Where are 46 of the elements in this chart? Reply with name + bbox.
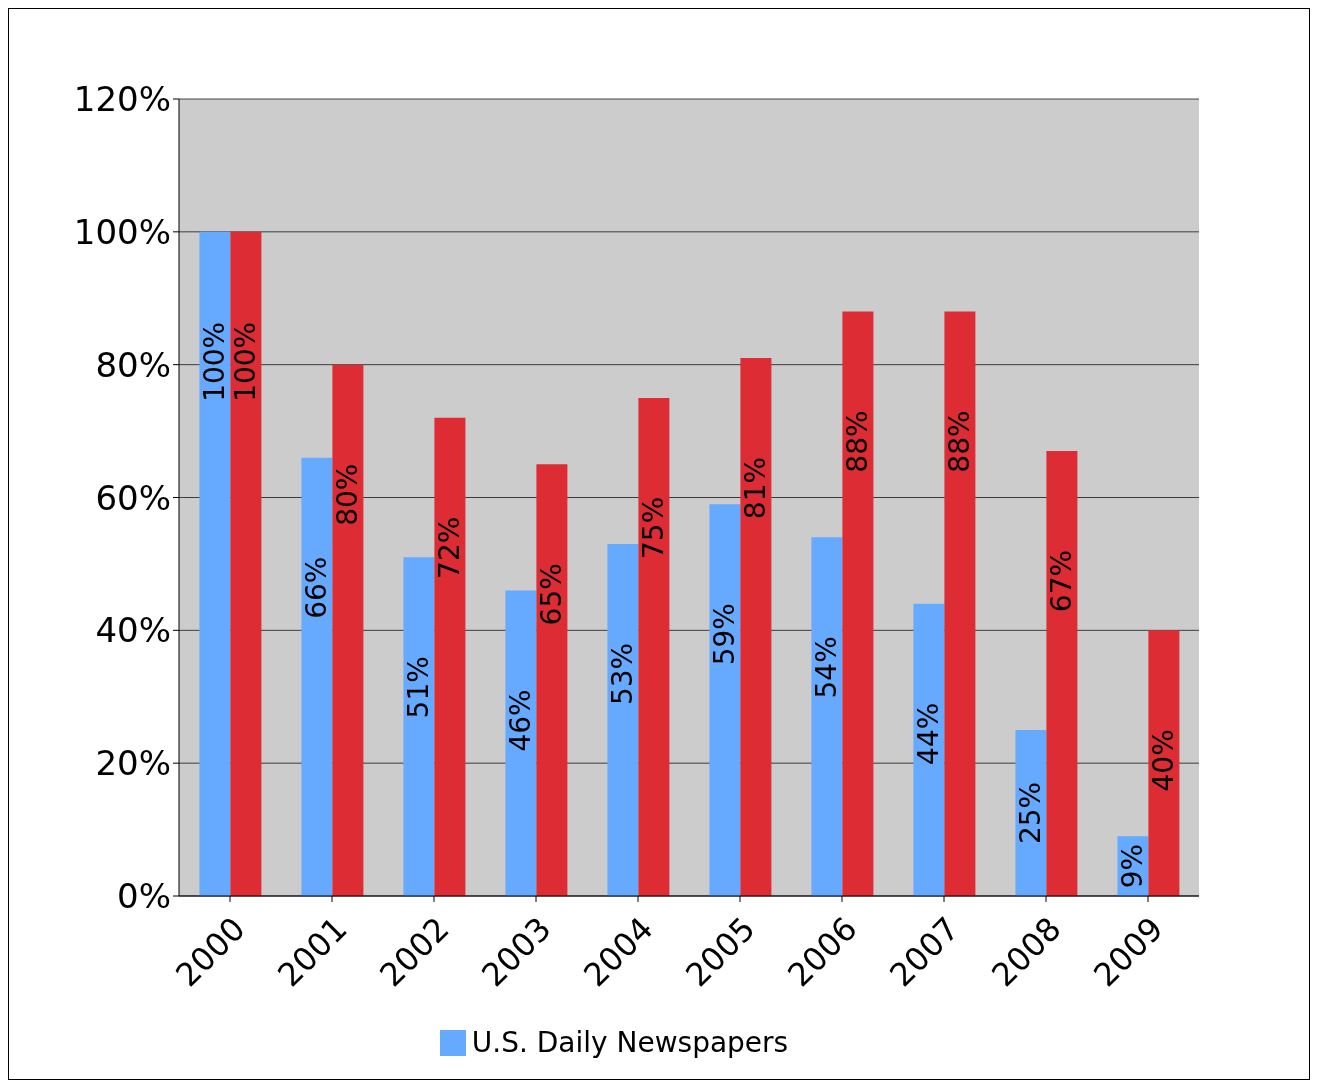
bar (740, 358, 772, 896)
bar (434, 417, 466, 896)
data-label: 59% (708, 603, 742, 666)
y-tick-label: 60% (95, 477, 171, 518)
bar (1046, 451, 1078, 896)
bar (301, 457, 333, 896)
y-tick-label: 120% (73, 79, 171, 120)
data-label: 100% (229, 321, 263, 402)
bar (403, 557, 435, 896)
data-label: 75% (637, 496, 671, 559)
data-label: 66% (300, 556, 334, 619)
y-tick-label: 40% (95, 610, 171, 651)
data-label: 72% (433, 516, 467, 579)
y-tick-label: 80% (95, 344, 171, 385)
legend-label: U.S. Daily Newspapers (471, 1026, 789, 1059)
bar (199, 231, 231, 896)
y-tick-label: 0% (117, 876, 171, 917)
bar (842, 311, 874, 896)
data-label: 81% (739, 456, 773, 520)
data-label: 54% (810, 636, 844, 699)
bar (536, 464, 568, 896)
bar (638, 397, 670, 896)
y-tick-label: 100% (73, 211, 171, 252)
data-label: 88% (841, 410, 875, 473)
data-label: 44% (912, 702, 946, 765)
data-label: 65% (535, 563, 569, 626)
bar (944, 311, 976, 896)
data-label: 9% (1116, 843, 1150, 889)
bar (913, 603, 945, 896)
data-label: 51% (402, 656, 436, 719)
data-label: 100% (198, 321, 232, 402)
bar (607, 543, 639, 896)
data-label: 67% (1045, 549, 1079, 613)
bar (332, 364, 364, 896)
data-label: 88% (943, 410, 977, 473)
bar (811, 537, 843, 896)
data-label: 80% (331, 463, 365, 526)
bar (230, 231, 262, 896)
bar (1148, 630, 1180, 896)
data-label: 53% (606, 642, 640, 706)
bar (505, 590, 537, 896)
data-label: 25% (1014, 781, 1048, 845)
y-tick-label: 20% (95, 743, 171, 784)
data-label: 40% (1147, 729, 1181, 792)
bar (709, 504, 741, 896)
data-label: 46% (504, 689, 538, 752)
